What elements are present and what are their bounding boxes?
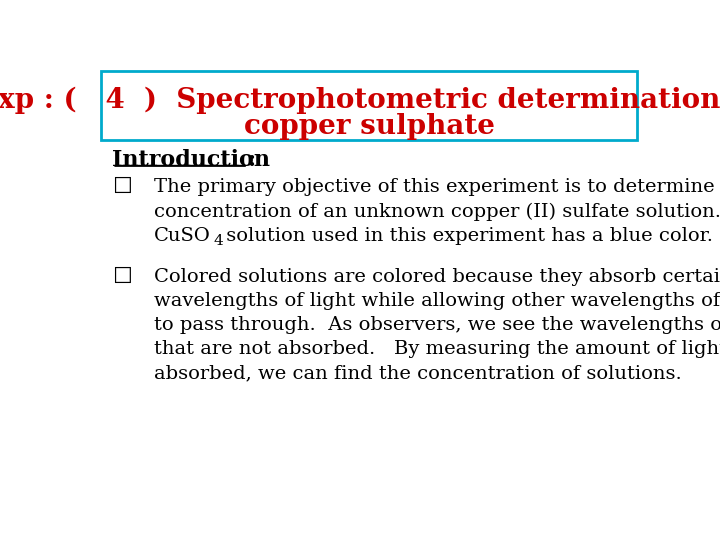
Text: wavelengths of light while allowing other wavelengths of light: wavelengths of light while allowing othe…	[154, 292, 720, 310]
Text: 4: 4	[214, 234, 224, 248]
Text: solution used in this experiment has a blue color.: solution used in this experiment has a b…	[220, 227, 713, 245]
Text: Colored solutions are colored because they absorb certain: Colored solutions are colored because th…	[154, 268, 720, 286]
FancyBboxPatch shape	[101, 71, 637, 140]
Text: The primary objective of this experiment is to determine the: The primary objective of this experiment…	[154, 178, 720, 197]
Text: absorbed, we can find the concentration of solutions.: absorbed, we can find the concentration …	[154, 364, 682, 382]
Text: Exp : (   4  )  Spectrophotometric determination of: Exp : ( 4 ) Spectrophotometric determina…	[0, 86, 720, 114]
Text: that are not absorbed.   By measuring the amount of light: that are not absorbed. By measuring the …	[154, 340, 720, 358]
Text: ☐: ☐	[112, 178, 132, 198]
Text: Introduction: Introduction	[112, 150, 270, 171]
Text: to pass through.  As observers, we see the wavelengths of light: to pass through. As observers, we see th…	[154, 316, 720, 334]
Text: CuSO: CuSO	[154, 227, 211, 245]
Text: :: :	[248, 150, 256, 171]
Text: concentration of an unknown copper (II) sulfate solution. The: concentration of an unknown copper (II) …	[154, 202, 720, 221]
Text: copper sulphate: copper sulphate	[243, 113, 495, 140]
Text: ☐: ☐	[112, 267, 132, 287]
